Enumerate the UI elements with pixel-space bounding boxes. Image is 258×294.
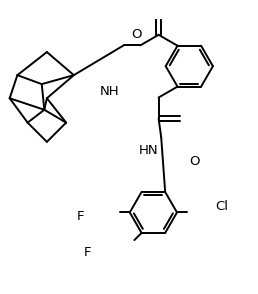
Text: F: F (84, 246, 92, 259)
Text: NH: NH (100, 85, 119, 98)
Text: HN: HN (139, 144, 159, 157)
Text: F: F (76, 210, 84, 223)
Text: Cl: Cl (215, 200, 228, 213)
Text: O: O (189, 155, 200, 168)
Text: O: O (131, 28, 141, 41)
